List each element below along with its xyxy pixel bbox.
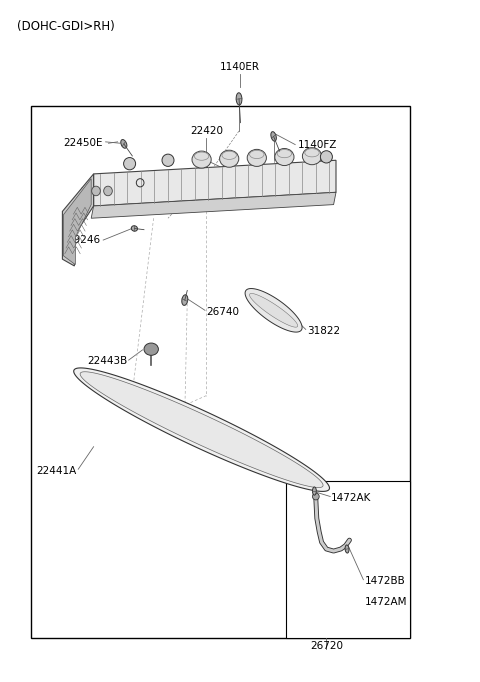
Text: (DOHC-GDI>RH): (DOHC-GDI>RH) [17,20,115,33]
Bar [286,481,410,638]
Text: 1472AK: 1472AK [331,493,372,503]
Ellipse shape [275,149,294,166]
Ellipse shape [302,148,322,164]
Text: 26720: 26720 [310,641,343,651]
Ellipse shape [104,186,112,196]
Ellipse shape [271,132,276,141]
Text: 1140FZ: 1140FZ [298,140,337,149]
Text: 29246: 29246 [68,235,101,245]
Polygon shape [250,293,298,327]
Ellipse shape [321,151,333,163]
Ellipse shape [92,186,100,196]
Ellipse shape [312,487,316,495]
Text: 1472BB: 1472BB [365,576,406,586]
Polygon shape [74,368,329,492]
Text: 22441P: 22441P [81,188,120,197]
Ellipse shape [219,150,239,167]
Polygon shape [94,160,336,206]
Text: 22441A: 22441A [36,466,77,475]
Text: 31822: 31822 [307,326,340,336]
Bar [31,106,410,638]
Polygon shape [245,288,302,332]
Ellipse shape [132,226,137,231]
Polygon shape [91,192,336,218]
Ellipse shape [121,140,127,148]
Ellipse shape [236,93,242,105]
Text: 22450E: 22450E [64,138,103,148]
Text: 22420: 22420 [190,126,223,136]
Ellipse shape [312,493,319,500]
Ellipse shape [192,151,211,168]
Polygon shape [80,372,323,488]
Polygon shape [63,179,91,265]
Text: 1472AM: 1472AM [365,597,408,606]
Ellipse shape [182,295,188,306]
Ellipse shape [144,343,158,355]
Text: 26740: 26740 [206,307,240,316]
Ellipse shape [162,154,174,166]
Polygon shape [62,174,94,266]
Ellipse shape [345,545,349,553]
Ellipse shape [247,149,266,166]
Text: 1140ER: 1140ER [220,61,260,72]
Text: 22443B: 22443B [87,357,127,366]
Ellipse shape [124,158,136,170]
